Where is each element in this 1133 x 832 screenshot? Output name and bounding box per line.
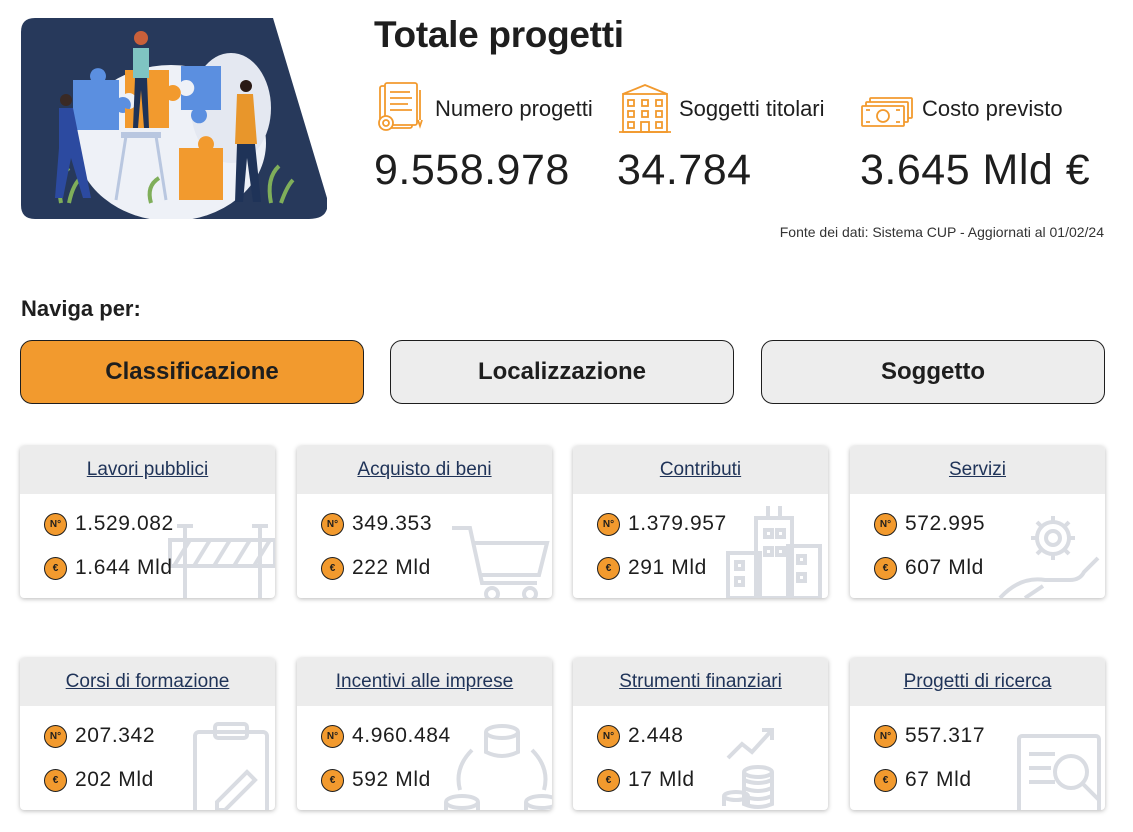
kpi-label: Costo previsto — [922, 96, 1063, 121]
count-badge-icon: N° — [874, 724, 897, 748]
card-count: 207.342 — [75, 724, 156, 747]
banknotes-icon — [861, 97, 913, 127]
gear-hand-icon — [995, 498, 1105, 598]
kpi-label: Numero progetti — [435, 96, 593, 121]
card-title-link[interactable]: Progetti di ricerca — [903, 671, 1052, 692]
card-title-link[interactable]: Strumenti finanziari — [619, 671, 782, 692]
roadblock-icon — [165, 498, 275, 598]
kpi-value: 3.645 Mld € — [860, 146, 1091, 194]
count-badge-icon: N° — [44, 512, 67, 536]
euro-badge-icon: € — [44, 768, 67, 792]
card-title-link[interactable]: Contributi — [659, 459, 742, 480]
document-magnifier-icon — [995, 710, 1105, 810]
count-badge-icon: N° — [321, 512, 344, 536]
card-header: Incentivi alle imprese — [297, 658, 552, 706]
card-amount: 291 Mld — [628, 556, 707, 579]
category-card-corsi-di-formazione: Corsi di formazione N° 207.342 €202 Mld — [20, 658, 275, 810]
kpi-value: 34.784 — [617, 146, 752, 194]
card-count: 557.317 — [905, 724, 986, 747]
coin-stacks-cycle-icon — [442, 710, 552, 810]
card-header: Acquisto di beni — [297, 446, 552, 494]
kpi-label: Soggetti titolari — [679, 96, 825, 121]
tab-soggetto[interactable]: Soggetto — [761, 340, 1105, 404]
tab-localizzazione[interactable]: Localizzazione — [390, 340, 734, 404]
card-amount: 592 Mld — [352, 768, 431, 791]
category-card-strumenti-finanziari: Strumenti finanziari N° 2.448 €17 Mld — [573, 658, 828, 810]
card-count: 1.529.082 — [75, 512, 174, 535]
card-amount: 67 Mld — [905, 768, 972, 791]
card-count: 572.995 — [905, 512, 986, 535]
category-card-servizi: Servizi N° 572.995 €607 Mld — [850, 446, 1105, 598]
category-card-incentivi-alle-imprese: Incentivi alle imprese N° 4.960.484 €592 … — [297, 658, 552, 810]
data-source-note: Fonte dei dati: Sistema CUP - Aggiornati… — [779, 224, 1104, 240]
count-badge-icon: N° — [597, 512, 620, 536]
nav-label: Naviga per: — [21, 296, 141, 321]
euro-badge-icon: € — [44, 556, 67, 580]
euro-badge-icon: € — [597, 556, 620, 580]
card-header: Servizi — [850, 446, 1105, 494]
card-title-link[interactable]: Corsi di formazione — [65, 671, 230, 692]
count-badge-icon: N° — [321, 724, 344, 748]
card-count: 349.353 — [352, 512, 433, 535]
card-amount: 202 Mld — [75, 768, 154, 791]
hero-illustration — [21, 18, 327, 219]
euro-badge-icon: € — [874, 556, 897, 580]
card-title-link[interactable]: Servizi — [948, 459, 1006, 480]
card-header: Strumenti finanziari — [573, 658, 828, 706]
card-count: 4.960.484 — [352, 724, 451, 747]
card-header: Lavori pubblici — [20, 446, 275, 494]
card-amount: 222 Mld — [352, 556, 431, 579]
card-count: 1.379.957 — [628, 512, 727, 535]
count-badge-icon: N° — [44, 724, 67, 748]
coins-growth-icon — [718, 710, 828, 810]
card-title-link[interactable]: Lavori pubblici — [86, 459, 209, 480]
kpi-numero-progetti: Numero progetti 9.558.978 — [374, 80, 593, 195]
card-header: Corsi di formazione — [20, 658, 275, 706]
document-gear-icon — [378, 82, 423, 131]
card-amount: 17 Mld — [628, 768, 695, 791]
page-title: Totale progetti — [374, 14, 624, 55]
card-amount: 607 Mld — [905, 556, 984, 579]
euro-badge-icon: € — [597, 768, 620, 792]
tab-classificazione[interactable]: Classificazione — [20, 340, 364, 404]
clipboard-pencil-icon — [165, 710, 275, 810]
category-card-progetti-di-ricerca: Progetti di ricerca N° 557.317 €67 Mld — [850, 658, 1105, 810]
count-badge-icon: N° — [874, 512, 897, 536]
euro-badge-icon: € — [321, 768, 344, 792]
category-card-contributi: Contributi N° 1.379.957 €291 Mld — [573, 446, 828, 598]
category-card-acquisto-di-beni: Acquisto di beni N° 349.353 €222 Mld — [297, 446, 552, 598]
building-icon — [619, 84, 671, 133]
card-title-link[interactable]: Incentivi alle imprese — [335, 671, 514, 692]
card-header: Contributi — [573, 446, 828, 494]
buildings-icon — [718, 498, 828, 598]
shopping-cart-icon — [442, 498, 552, 598]
card-header: Progetti di ricerca — [850, 658, 1105, 706]
kpi-costo-previsto: Costo previsto 3.645 Mld € — [860, 80, 1090, 195]
count-badge-icon: N° — [597, 724, 620, 748]
kpi-soggetti-titolari: Soggetti titolari 34.784 — [617, 80, 825, 195]
kpi-value: 9.558.978 — [374, 146, 570, 194]
card-amount: 1.644 Mld — [75, 556, 173, 579]
euro-badge-icon: € — [321, 556, 344, 580]
category-card-lavori-pubblici: Lavori pubblici N° 1.529.082 €1.644 Mld — [20, 446, 275, 598]
euro-badge-icon: € — [874, 768, 897, 792]
card-count: 2.448 — [628, 724, 684, 747]
card-title-link[interactable]: Acquisto di beni — [357, 459, 492, 480]
